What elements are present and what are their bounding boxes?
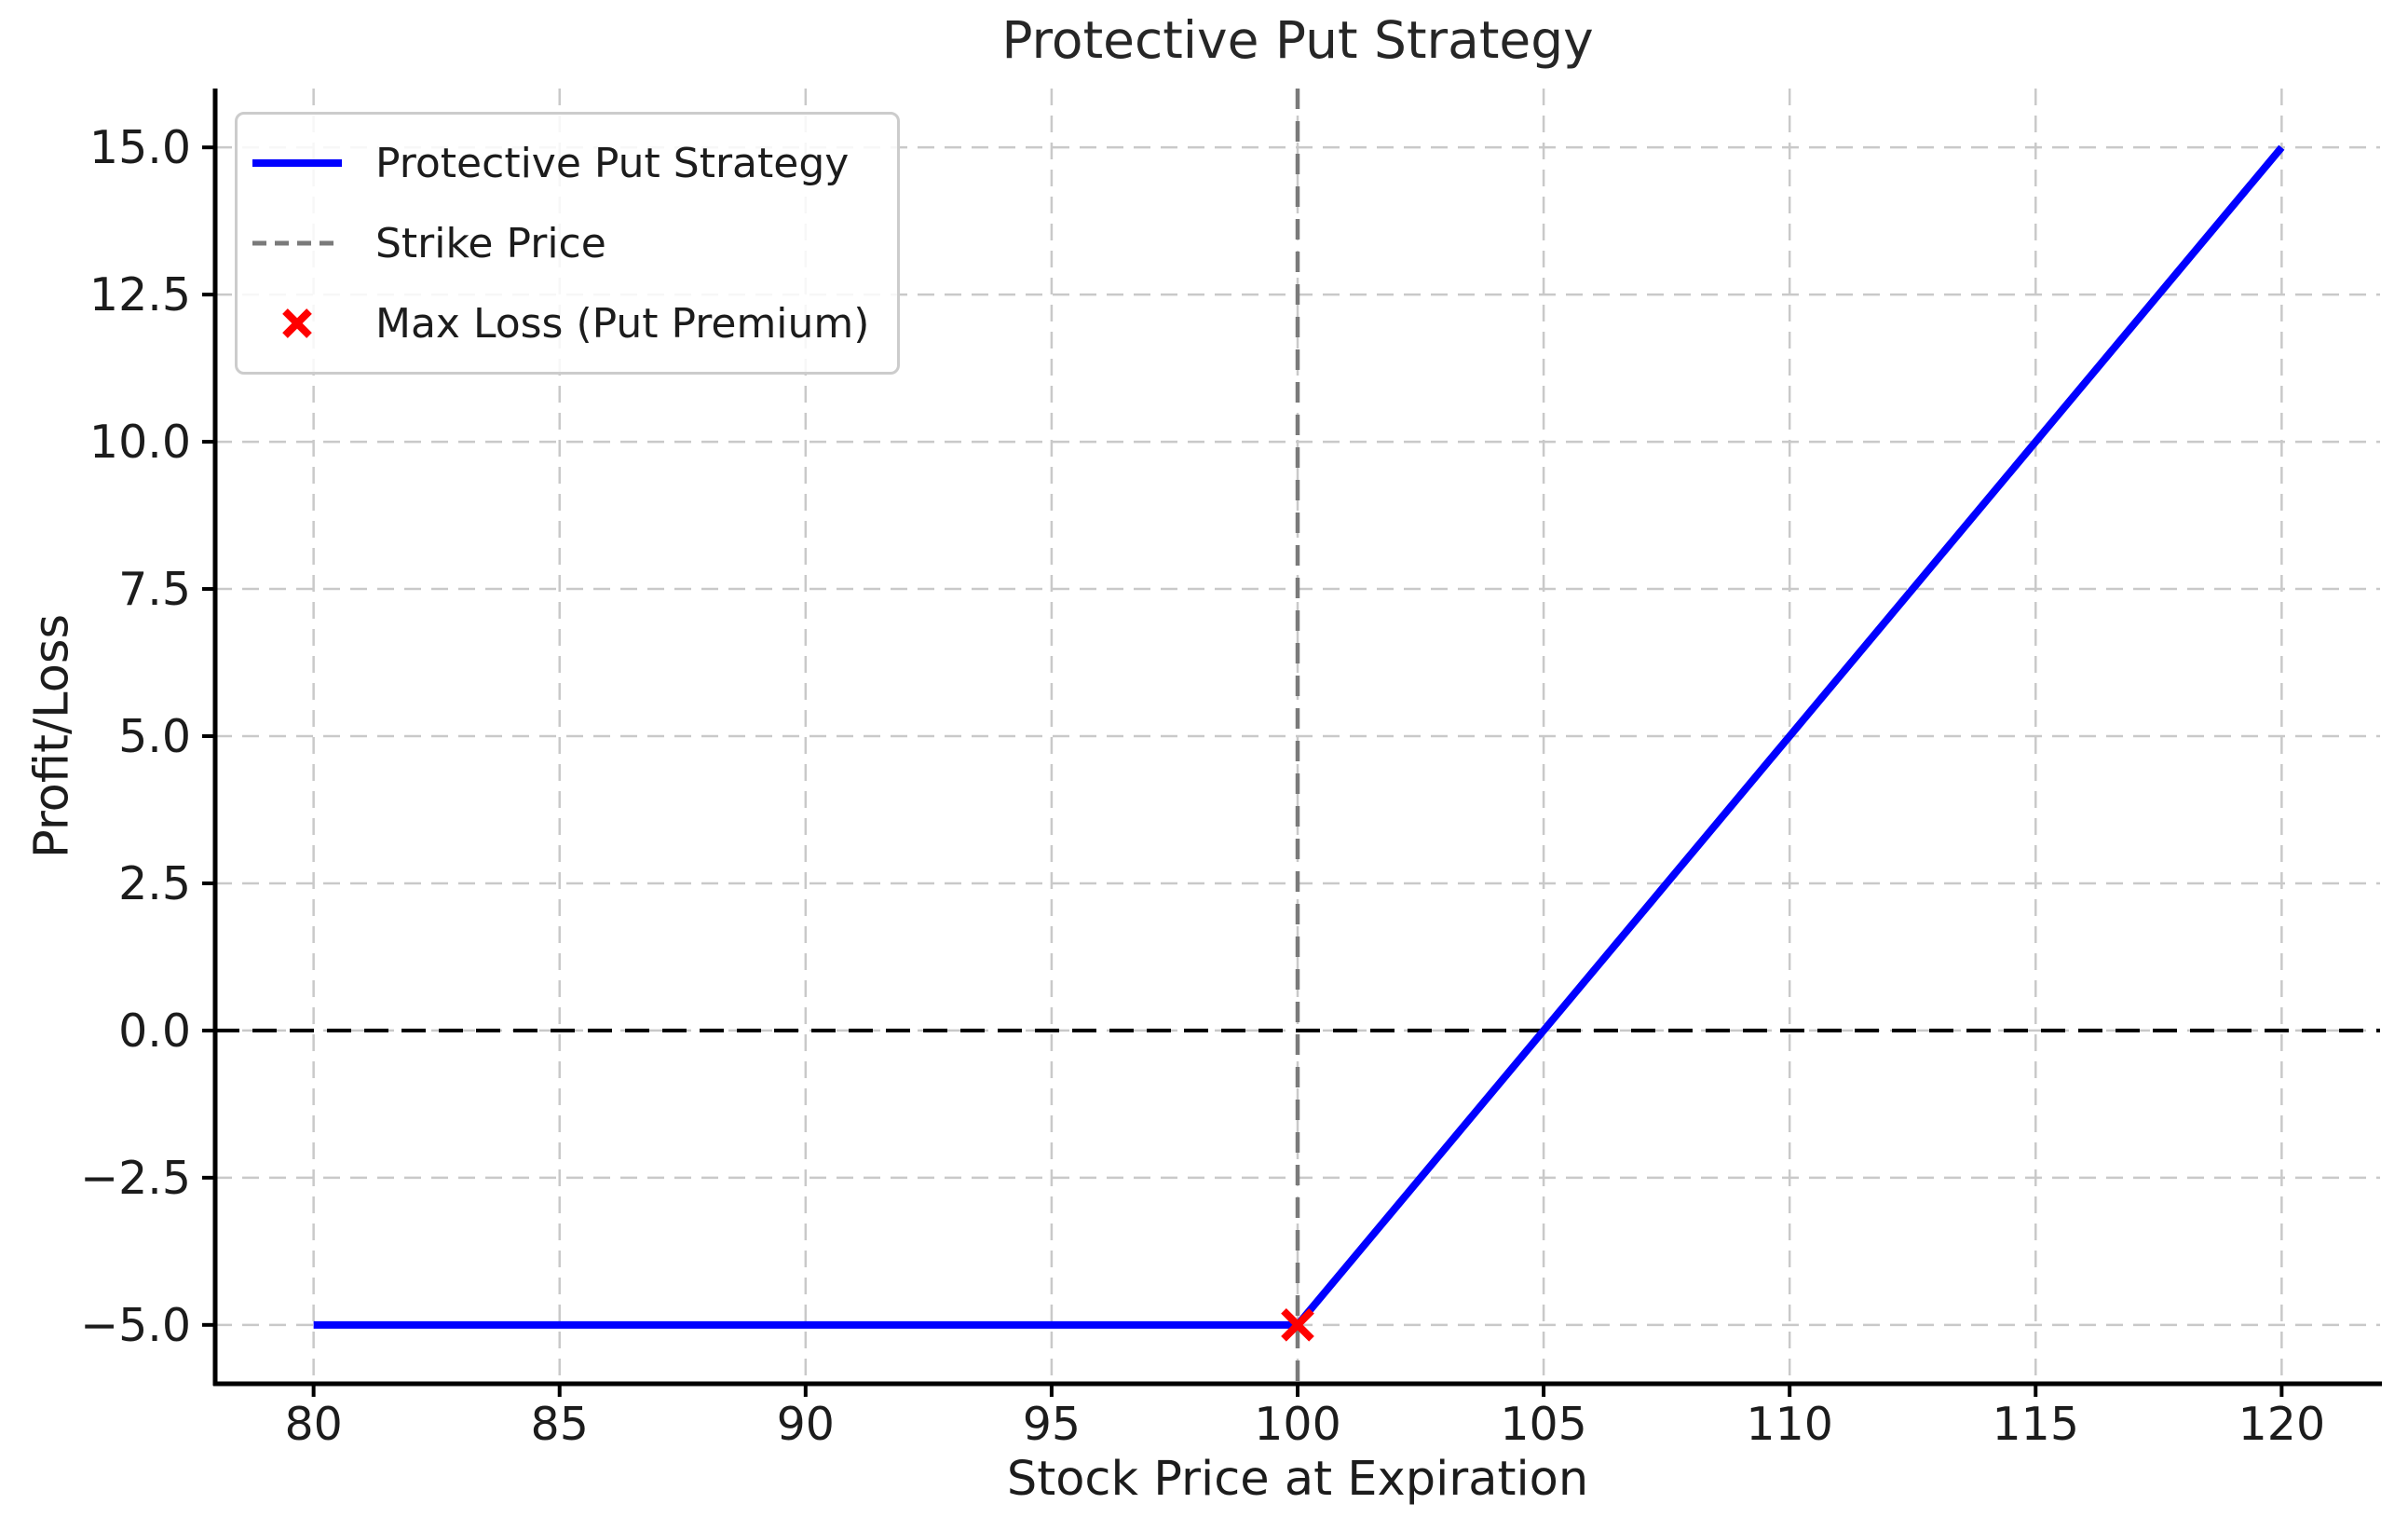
legend-label: Max Loss (Put Premium): [375, 299, 870, 348]
y-tick-label: −5.0: [80, 1299, 191, 1352]
x-tick-label: 120: [2238, 1398, 2326, 1451]
legend-label: Protective Put Strategy: [375, 139, 850, 187]
y-tick-label: 7.5: [118, 563, 191, 616]
y-tick-label: 0.0: [118, 1005, 191, 1058]
y-tick-label: 2.5: [118, 857, 191, 910]
legend-item-protective-put: Protective Put Strategy: [251, 135, 869, 191]
x-axis-label: Stock Price at Expiration: [1006, 1452, 1589, 1507]
legend-label: Strike Price: [375, 219, 606, 267]
x-tick-label: 100: [1254, 1398, 1341, 1451]
legend: Protective Put Strategy Strike Price Max…: [235, 112, 901, 375]
y-axis-label: Profit/Loss: [24, 613, 80, 859]
y-tick-label: 12.5: [89, 268, 191, 321]
x-tick-label: 85: [531, 1398, 589, 1451]
x-marker-swatch-icon: [251, 303, 344, 344]
x-tick-label: 110: [1746, 1398, 1833, 1451]
max-loss-marker: [1281, 1307, 1314, 1342]
y-tick-label: 5.0: [118, 710, 191, 763]
x-tick-label: 105: [1500, 1398, 1587, 1451]
x-tick-label: 115: [1993, 1398, 2080, 1451]
solid-line-swatch-icon: [251, 143, 344, 184]
x-tick-label: 80: [284, 1398, 342, 1451]
y-tick-label: 10.0: [89, 416, 191, 469]
y-tick-label: −2.5: [80, 1152, 191, 1205]
x-tick-label: 95: [1023, 1398, 1081, 1451]
x-tick-label: 90: [777, 1398, 835, 1451]
y-tick-label: 15.0: [89, 121, 191, 174]
legend-item-strike-price: Strike Price: [251, 215, 869, 271]
chart-title: Protective Put Strategy: [1001, 10, 1594, 70]
dashed-line-swatch-icon: [251, 223, 344, 264]
legend-item-max-loss: Max Loss (Put Premium): [251, 295, 869, 351]
